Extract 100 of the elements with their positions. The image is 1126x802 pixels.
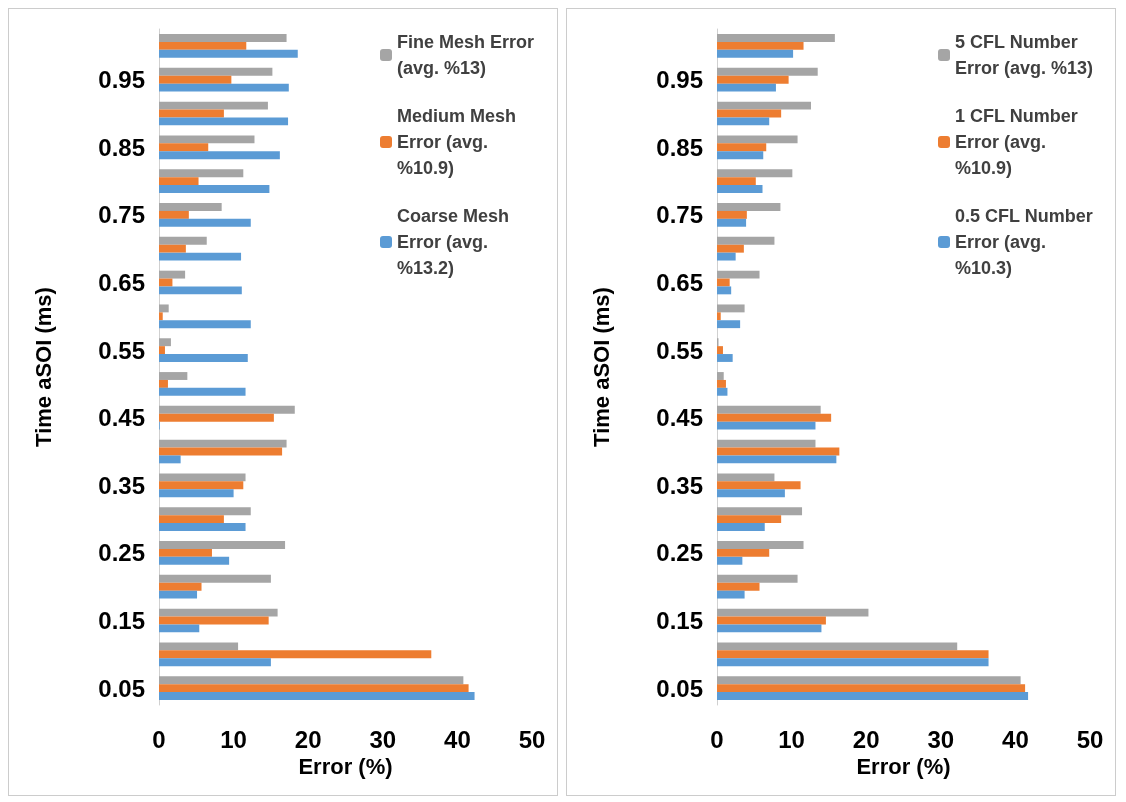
y-tick-label: 0.85 <box>656 133 703 161</box>
bar <box>159 684 469 693</box>
bar <box>717 548 770 557</box>
y-tick-label: 0.45 <box>98 404 145 432</box>
bar <box>159 489 234 498</box>
bar <box>159 75 232 84</box>
y-tick-label: 0.55 <box>98 336 145 364</box>
legend-label: 1 CFL Number Error (avg. %10.9) <box>955 106 1083 178</box>
bar <box>717 692 1029 700</box>
bar <box>717 320 741 329</box>
bar <box>159 218 251 227</box>
bar <box>717 650 989 659</box>
bar <box>717 481 801 490</box>
bar <box>159 312 163 321</box>
bar <box>159 582 202 591</box>
y-tick-label: 0.65 <box>98 269 145 296</box>
bar <box>159 608 278 617</box>
y-tick-label: 0.95 <box>656 66 703 94</box>
y-tick-label: 0.35 <box>98 471 145 499</box>
x-tick-label: 0 <box>710 725 724 753</box>
bar <box>717 507 803 516</box>
bar <box>717 304 745 313</box>
x-tick-label: 20 <box>294 725 322 753</box>
bar <box>159 556 230 565</box>
bar <box>717 312 721 321</box>
bar <box>159 49 298 58</box>
x-tick-label: 30 <box>927 725 955 753</box>
bar <box>159 244 186 253</box>
bar <box>159 372 188 380</box>
bar <box>717 117 770 126</box>
bar <box>717 684 1026 693</box>
bar <box>159 236 207 245</box>
bar <box>159 642 239 651</box>
legend-label: Coarse Mesh Error (avg. %13.2) <box>397 206 515 278</box>
bar <box>159 507 251 516</box>
bar <box>717 421 816 430</box>
bar <box>717 346 723 355</box>
bar <box>717 379 726 388</box>
legend-label: Fine Mesh Error (avg. %13) <box>397 32 540 78</box>
legend-label: 0.5 CFL Number Error (avg. %10.3) <box>955 206 1098 278</box>
bar <box>717 41 804 50</box>
y-tick-label: 0.95 <box>98 66 145 94</box>
y-axis-title: Time aSOI (ms) <box>30 287 56 447</box>
bar <box>159 650 432 659</box>
bar <box>159 210 189 219</box>
bar <box>159 320 251 329</box>
bar <box>717 252 736 261</box>
bar <box>159 574 271 583</box>
y-tick-label: 0.85 <box>98 133 145 161</box>
bar <box>159 481 244 490</box>
bar <box>159 143 209 152</box>
bar <box>717 151 764 160</box>
y-tick-label: 0.35 <box>656 471 703 499</box>
bar <box>159 387 246 396</box>
x-tick-label: 40 <box>1002 725 1029 753</box>
bar <box>717 286 732 295</box>
bar <box>717 556 743 565</box>
bar <box>159 83 289 92</box>
bar <box>717 34 835 42</box>
x-tick-label: 30 <box>369 725 397 753</box>
bar <box>717 658 989 667</box>
bar <box>159 117 289 126</box>
bar <box>717 413 832 422</box>
bar <box>159 590 198 599</box>
bar <box>159 354 248 362</box>
bar <box>717 203 781 211</box>
bar <box>159 548 212 557</box>
bar <box>717 574 798 583</box>
bar <box>159 41 247 50</box>
bar <box>717 67 818 76</box>
bar <box>717 270 760 279</box>
bar <box>159 67 273 76</box>
bar <box>159 346 165 355</box>
x-axis-title: Error (%) <box>856 754 951 780</box>
bar <box>717 582 760 591</box>
y-tick-label: 0.45 <box>656 404 703 432</box>
bar <box>717 135 798 144</box>
bar <box>717 218 747 227</box>
bar <box>717 101 811 110</box>
x-tick-label: 50 <box>1076 725 1104 753</box>
bar <box>159 624 200 633</box>
bar <box>159 34 287 42</box>
bar <box>717 75 789 84</box>
bar <box>717 515 782 524</box>
bar <box>159 658 271 667</box>
bar <box>717 49 794 58</box>
bar <box>159 203 222 211</box>
bar <box>159 252 242 261</box>
bar <box>159 185 270 193</box>
legend-label: Medium Mesh Error (avg. %10.9) <box>397 106 522 178</box>
bar <box>717 439 816 448</box>
bar <box>717 387 728 396</box>
bar <box>159 101 268 110</box>
x-tick-label: 20 <box>852 725 880 753</box>
bar <box>717 541 804 549</box>
bar <box>159 379 168 388</box>
bar <box>159 135 255 144</box>
y-tick-label: 0.55 <box>656 336 703 364</box>
bar <box>717 455 837 464</box>
bar <box>159 523 246 531</box>
